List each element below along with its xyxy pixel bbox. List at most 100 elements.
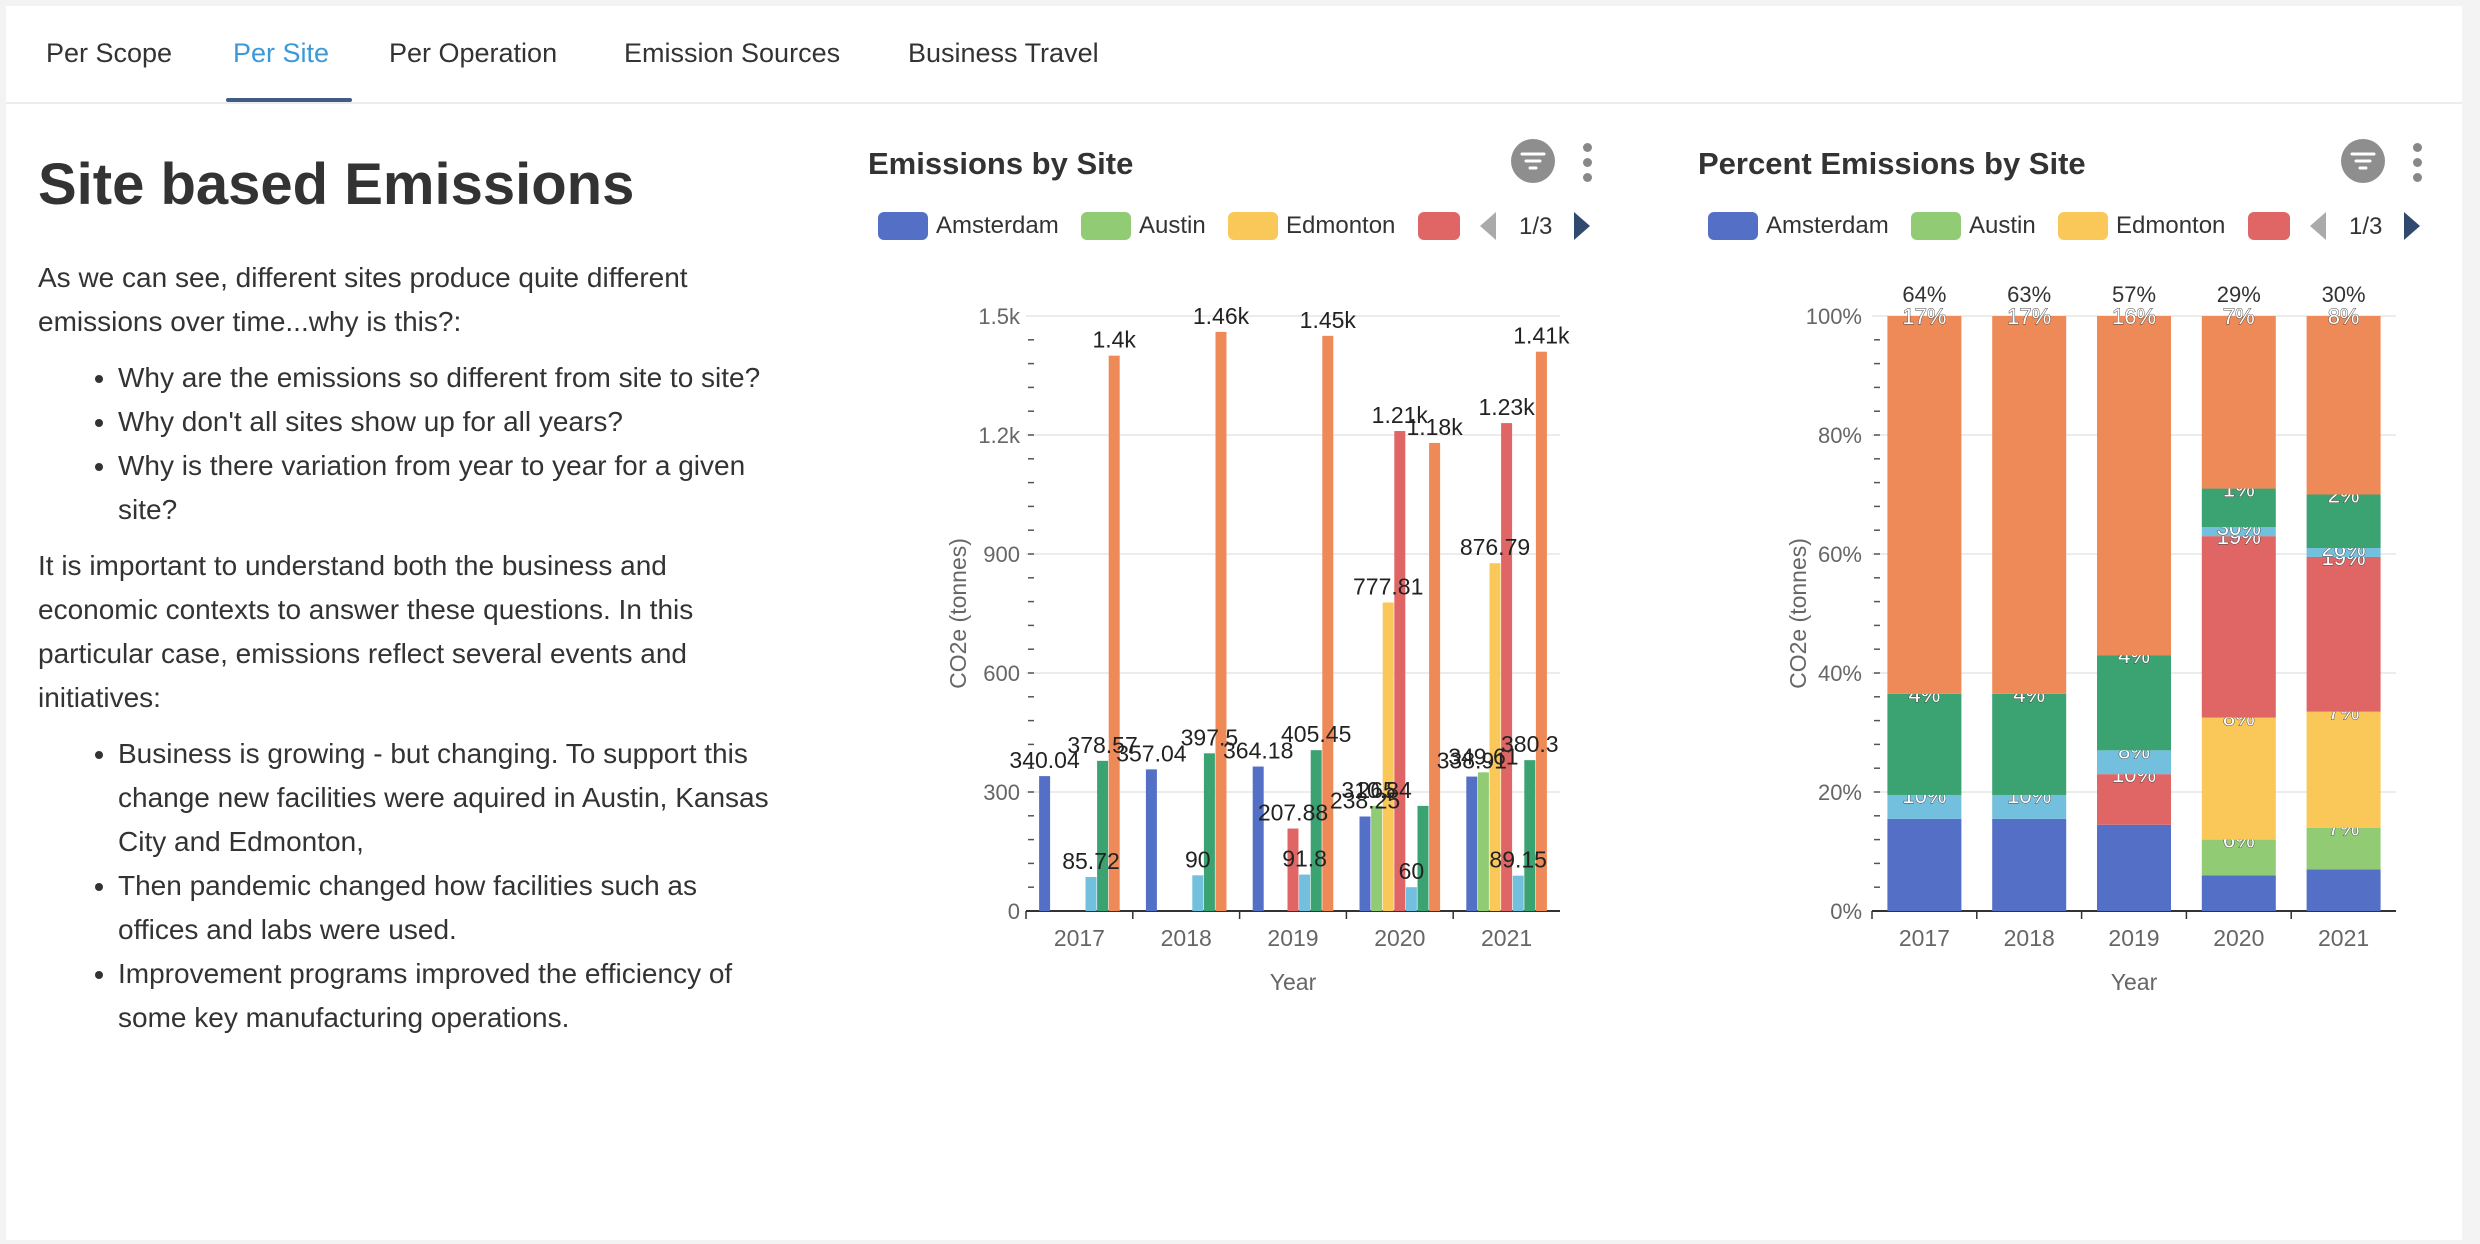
text-panel: Site based Emissions As we can see, diff… [38,156,778,1052]
bar [1417,805,1429,911]
legend-next-icon[interactable] [2404,212,2420,240]
data-label: 349.61 [1448,743,1518,769]
stacked-bar-segment [2306,827,2381,870]
bar [1310,750,1322,911]
bar [1085,876,1097,911]
stacked-bar-segment [2201,527,2276,537]
bar [1203,753,1215,911]
tab-business-travel[interactable]: Business Travel [908,38,1099,68]
x-tick-label: 2021 [2318,925,2369,951]
stacked-bar-segment [2306,556,2381,712]
x-tick-label: 2021 [1481,925,1532,951]
data-label: 1.4k [1092,327,1136,353]
legend-item-truncated[interactable] [1418,212,1460,240]
stacked-bar-segment [2097,774,2171,825]
event-list: Business is growing - but changing. To s… [38,732,778,1040]
tab-per-scope[interactable]: Per Scope [46,38,173,68]
bar [1215,331,1227,911]
bar [1108,355,1120,912]
data-label: 89.15 [1489,847,1547,873]
y-tick-label: 600 [983,661,1020,686]
tab-per-site[interactable]: Per Site [233,38,330,68]
legend-item-truncated[interactable] [2248,212,2290,240]
x-axis-title: Year [2111,969,2158,995]
data-label: 380.3 [1501,731,1559,757]
y-tick-label: 300 [983,780,1020,805]
top-label: 30% [2322,282,2366,307]
x-tick-label: 2019 [1267,925,1318,951]
data-label: 405.45 [1281,721,1351,747]
top-label: 57% [2112,282,2156,307]
x-tick-label: 2018 [1161,925,1212,951]
tab-per-operation[interactable]: Per Operation [389,38,558,68]
stacked-bar-segment [2201,316,2276,489]
tab-bar: Per Scope Per Site Per Operation Emissio… [6,6,2462,104]
legend-page-indicator: 1/3 [2349,213,2383,240]
intro-paragraph: As we can see, different sites produce q… [38,262,688,337]
bar [1512,875,1524,911]
stacked-bar-segment [2201,488,2276,528]
bar [1097,760,1109,911]
bar [1322,335,1334,911]
y-tick-label: 900 [983,542,1020,567]
y-tick-label: 0% [1830,899,1862,924]
segment-label: 17% [2007,304,2051,329]
stacked-bar-segment [1887,818,1962,911]
filter-icon[interactable] [1511,139,1555,183]
x-tick-label: 2020 [1374,925,1425,951]
bar [1359,816,1371,911]
stacked-bar-segment [2201,839,2276,876]
legend-next-icon[interactable] [1574,212,1590,240]
stacked-bar-segment [2097,316,2171,656]
stacked-bar-segment [2097,655,2171,751]
segment-label: 8% [2328,304,2360,329]
tab-emission-sources[interactable]: Emission Sources [624,38,841,68]
stacked-bar-segment [2306,869,2381,911]
bar [1252,766,1264,911]
x-tick-label: 2017 [1054,925,1105,951]
data-label: 265 [1357,777,1395,803]
data-label: 238.25 [1330,787,1400,813]
x-tick-label: 2020 [2213,925,2264,951]
x-axis-title: Year [1270,969,1317,995]
top-label: 63% [2007,282,2051,307]
data-label: 777.81 [1353,573,1423,599]
y-tick-label: 100% [1806,304,1862,329]
list-item: Why are the emissions so different from … [118,356,778,400]
data-label: 338.91 [1437,748,1507,774]
question-list: Why are the emissions so different from … [38,356,778,532]
bar [1489,563,1501,911]
data-label: 310.84 [1341,777,1412,803]
stacked-bar-segment [1887,316,1962,694]
bar [1394,431,1406,911]
y-tick-label: 0 [1008,899,1020,924]
data-label: 60 [1399,858,1425,884]
bar [1535,351,1547,911]
y-axis-title: CO2e (tonnes) [945,538,971,689]
stacked-bar-segment [1887,693,1962,795]
legend-prev-icon[interactable] [1480,212,1496,240]
stacked-bar-segment [1992,818,2067,911]
x-tick-label: 2019 [2108,925,2159,951]
top-label: 29% [2217,282,2261,307]
x-tick-label: 2017 [1899,925,1950,951]
more-options-icon[interactable] [1581,143,1593,183]
data-label: 91.8 [1282,846,1327,872]
stacked-bar-segment [2201,717,2276,840]
data-label: 85.72 [1062,848,1120,874]
x-tick-label: 2018 [2004,925,2055,951]
stacked-bar-segment [1992,794,2067,819]
emissions-by-site-chart: 0 300 600 900 1.2k 1.5k 2017 2018 2019 2020 2021 34… [945,303,1570,995]
filter-icon[interactable] [2341,139,2385,183]
bar [1039,776,1051,911]
stacked-bar-segment [2201,536,2276,718]
data-label: 90 [1185,846,1211,872]
bar [1477,772,1489,911]
legend-prev-icon[interactable] [2310,212,2326,240]
data-label: 1.18k [1406,414,1463,440]
chart-title-percent-emissions: Percent Emissions by Site [1698,146,2086,181]
more-options-icon[interactable] [2411,143,2423,183]
data-label: 1.21k [1372,402,1429,428]
stacked-bar-segment [1992,693,2067,795]
bar [1501,423,1513,911]
